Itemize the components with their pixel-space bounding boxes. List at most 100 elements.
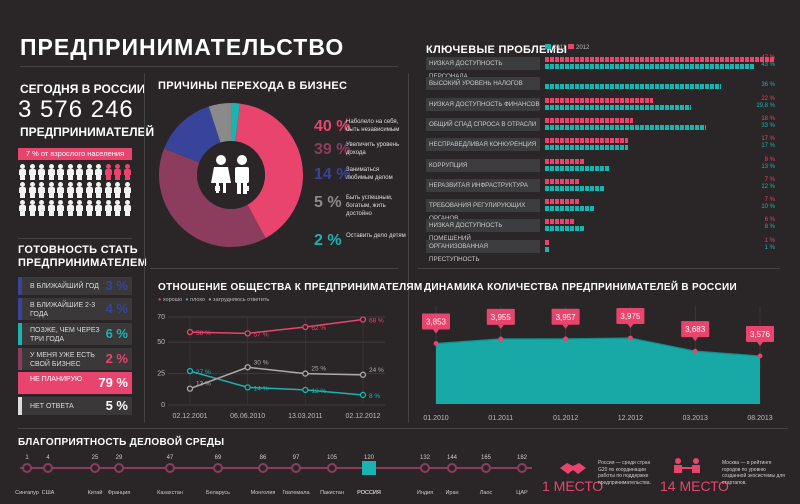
data-label: 57 % — [254, 331, 269, 338]
data-label: 24 % — [369, 367, 384, 374]
data-point — [359, 391, 367, 399]
problem-label: НИЗКАЯ ДОСТУПНОСТЬ ПЕРСОНАЛА — [426, 57, 540, 80]
value-label: 3,957 — [556, 313, 577, 322]
reason-text: Наболело на себя, быть независимым — [346, 119, 400, 133]
value-callout: 3,955 — [486, 308, 515, 329]
data-point — [498, 336, 504, 342]
value-callout: 3,853 — [422, 313, 450, 334]
problem-value: 10 % — [761, 204, 775, 211]
legend-2012-swatch — [568, 44, 574, 49]
country-marker — [481, 463, 491, 473]
x-tick-label: 01.2012 — [553, 415, 578, 422]
value-label: 3,683 — [685, 325, 706, 334]
readiness-value: 79 % — [98, 375, 128, 390]
reasons-donut — [159, 103, 303, 248]
person-icon — [75, 182, 84, 198]
x-tick-label: 13.03.2011 — [288, 413, 323, 420]
environment-title: БЛАГОПРИЯТНОСТЬ ДЕЛОВОЙ СРЕДЫ — [18, 437, 225, 448]
data-point — [757, 353, 763, 359]
country-rank: 69 — [214, 455, 222, 461]
person-icon — [123, 164, 132, 180]
person-icon — [47, 164, 56, 180]
readiness-bar — [18, 372, 22, 394]
country-name: Сингапур — [15, 490, 39, 496]
dynamics-area-chart: 3,853 01.2010 3,955 01.2011 3,957 01.2012 3,97… — [422, 306, 774, 422]
russia-marker — [362, 461, 376, 475]
country-marker — [420, 463, 430, 473]
country-rank: 105 — [326, 455, 337, 461]
y-tick-label: 50 — [157, 339, 165, 346]
legend-2012: 2012 — [568, 44, 589, 51]
readiness-value: 5 % — [105, 398, 128, 413]
readiness-value: 4 % — [105, 301, 128, 316]
readiness-bar — [18, 298, 22, 320]
person-icon — [94, 182, 103, 198]
person-icon — [85, 164, 94, 180]
problem-bar — [545, 145, 629, 151]
readiness-bar — [18, 348, 22, 370]
value-label: 3,576 — [750, 330, 771, 339]
data-label: 14 % — [254, 385, 269, 392]
problem-bar — [545, 97, 653, 103]
country-marker — [43, 463, 53, 473]
problem-value: 12 % — [761, 183, 775, 190]
problem-bar — [545, 104, 691, 110]
legend-bad: плохо — [190, 297, 206, 303]
data-point — [302, 323, 309, 331]
person-icon — [47, 200, 56, 216]
place1-value: 1 МЕСТО — [542, 478, 604, 494]
problem-label: ВЫСОКИЙ УРОВЕНЬ НАЛОГОВ — [426, 77, 540, 91]
data-point — [186, 328, 194, 336]
person-icon — [18, 200, 27, 216]
country-rank: 144 — [446, 455, 457, 461]
data-point — [186, 367, 194, 375]
readiness-row: ПОЗЖЕ, ЧЕМ ЧЕРЕЗ ТРИ ГОДА 6 % — [18, 323, 132, 345]
problem-label: ОРГАНИЗОВАННАЯ ПРЕСТУПНОСТЬ — [426, 239, 540, 263]
country-name: ЦАР — [516, 490, 528, 496]
data-point — [692, 348, 698, 354]
x-tick-label: 01.2011 — [488, 415, 513, 422]
businesspeople-icon — [211, 155, 249, 194]
attitude-line-chart: 70 50 25 0 02.12.2001 06.06.2010 13.03.2011 02.… — [157, 314, 385, 420]
country-name: Казахстан — [157, 490, 183, 496]
area-fill — [436, 338, 760, 404]
person-icon — [75, 164, 84, 180]
problem-label: ТРЕБОВАНИЯ РЕГУЛИРУЮЩИХ ОРГАНОВ — [426, 199, 540, 222]
reason-text: Быть успешным, богатым, жить достойно — [346, 195, 393, 217]
value-callout: 3,576 — [746, 325, 774, 346]
x-tick-label: 03.2013 — [683, 415, 708, 422]
data-label: 25 % — [311, 366, 326, 373]
person-icon — [66, 182, 75, 198]
problem-bar — [545, 124, 707, 130]
problem-label: НЕСПРАВЕДЛИВАЯ КОНКУРЕНЦИЯ — [426, 138, 540, 152]
readiness-row: В БЛИЖАЙШИЕ 2-3 ГОДА 4 % — [18, 298, 132, 320]
country-rank: 1 — [25, 455, 29, 461]
problem-bar — [545, 219, 575, 225]
problem-bar — [545, 185, 604, 191]
area-line — [435, 337, 761, 357]
problem-label: ОБЩИЙ СПАД СПРОСА В ОТРАСЛИ — [426, 117, 540, 131]
problem-bar — [545, 246, 550, 252]
problem-bar — [545, 226, 585, 232]
readiness-label: НЕ ПЛАНИРУЮ — [30, 376, 83, 383]
legend-2011: 2011 — [545, 44, 566, 51]
person-icon — [104, 182, 113, 198]
value-label: 3,955 — [491, 313, 512, 322]
y-tick-label: 70 — [157, 314, 165, 321]
data-point — [302, 386, 309, 394]
problem-bar — [545, 84, 722, 90]
person-icon — [85, 200, 94, 216]
country-marker — [114, 463, 124, 473]
legend-2011-swatch — [545, 44, 551, 49]
data-label: 27 % — [196, 369, 211, 376]
country-name: Монголия — [250, 490, 276, 496]
country-marker — [291, 463, 301, 473]
value-callout: 3,957 — [551, 308, 580, 329]
problem-bar — [545, 178, 580, 184]
person-icon — [47, 182, 56, 198]
legend-2012-label: 2012 — [576, 45, 590, 51]
problem-value: 8 % — [764, 156, 775, 163]
problem-value: 7 % — [764, 197, 775, 204]
problem-value: 33 % — [761, 122, 775, 129]
person-icon — [113, 164, 122, 180]
